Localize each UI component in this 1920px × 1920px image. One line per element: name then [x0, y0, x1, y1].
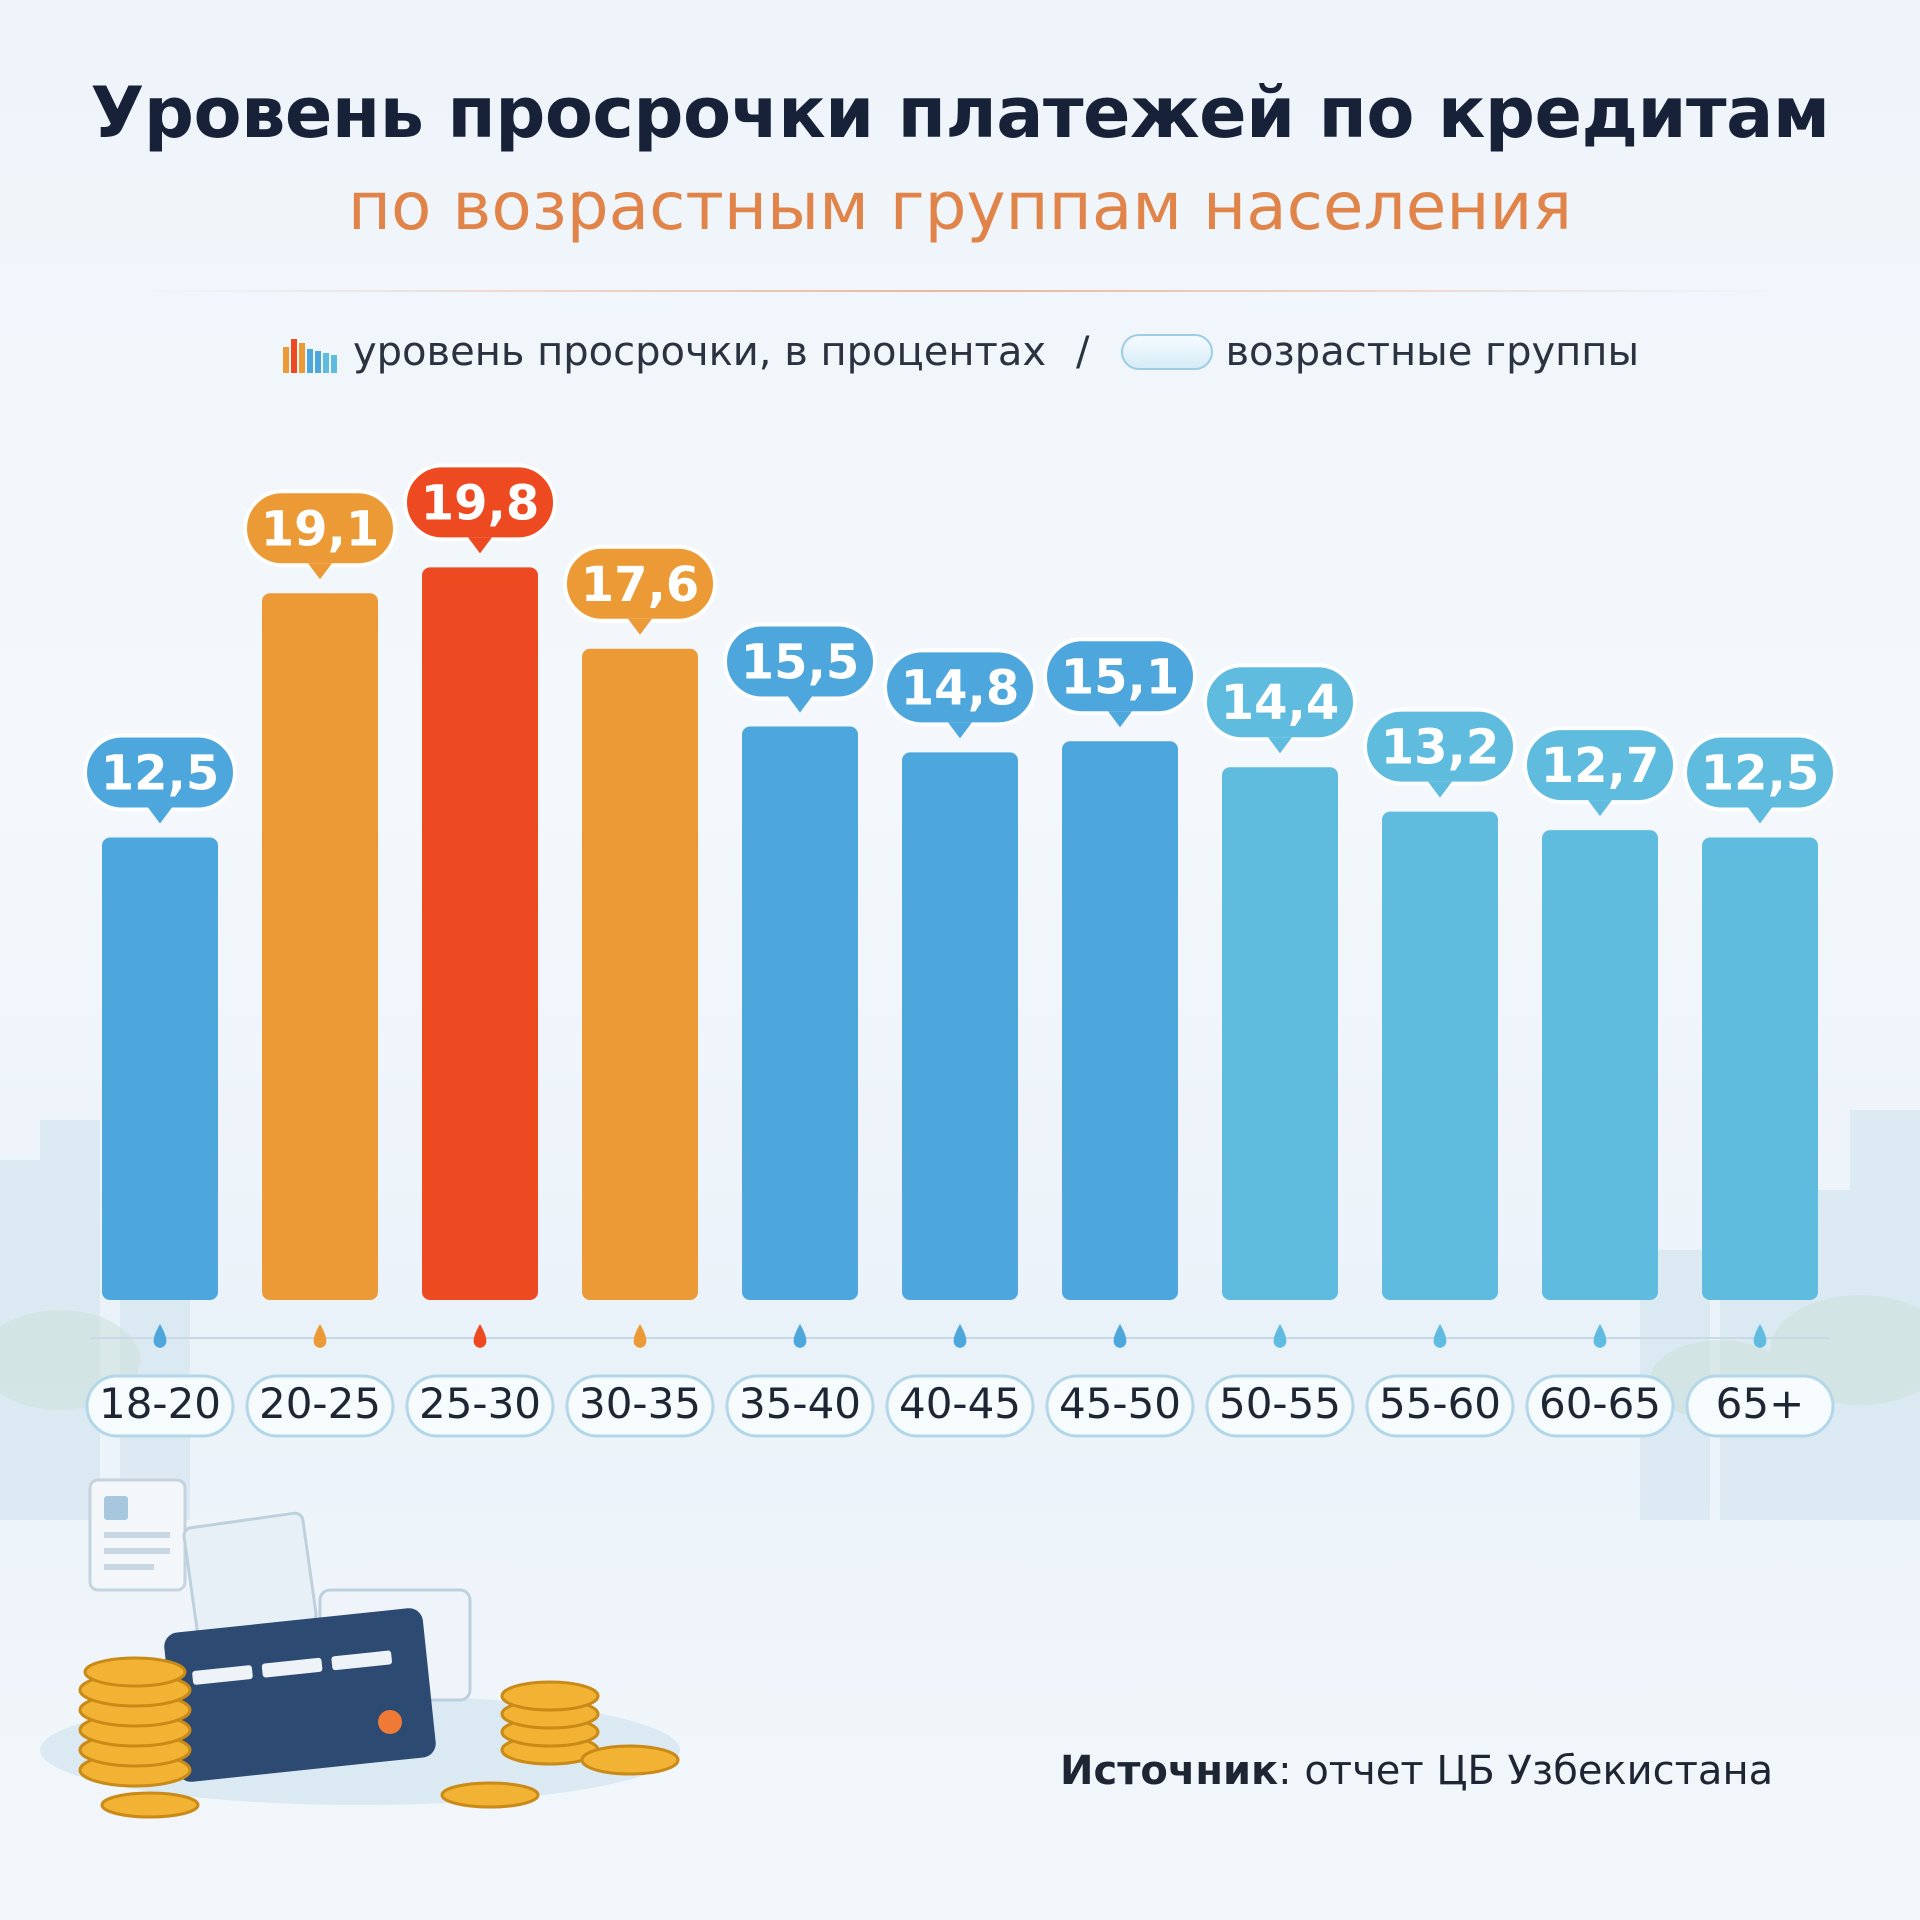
value-label: 15,5	[741, 635, 859, 691]
bar-50-55	[1222, 767, 1338, 1300]
bar-20-25	[262, 593, 378, 1300]
value-bubble-tail	[1428, 781, 1452, 798]
category-pill	[1205, 1374, 1355, 1438]
drop-marker	[1273, 1324, 1287, 1348]
category-label: 30-35	[579, 1379, 701, 1428]
drop-marker	[953, 1324, 967, 1348]
category-label: 40-45	[899, 1379, 1021, 1428]
category-pill	[405, 1374, 555, 1438]
bar-55-60	[1382, 811, 1498, 1300]
bar-chart: 12,5 18-20 19,1 20-25 19,8 25-30 17,6 30-35 15,5…	[83, 463, 1837, 1438]
drop-marker	[1593, 1324, 1607, 1348]
value-label: 17,6	[581, 557, 699, 613]
bar-25-30	[422, 567, 538, 1300]
value-label: 13,2	[1381, 720, 1499, 776]
category-label: 55-60	[1379, 1379, 1501, 1428]
drop-marker	[153, 1324, 167, 1348]
value-label: 19,1	[261, 501, 379, 557]
coins-icon	[78, 1656, 680, 1819]
category-label: 65+	[1716, 1379, 1805, 1428]
value-bubble-tail	[308, 563, 332, 580]
bar-65+	[1702, 837, 1818, 1300]
category-label: 50-55	[1219, 1379, 1341, 1428]
category-label: 25-30	[419, 1379, 541, 1428]
category-label: 20-25	[259, 1379, 381, 1428]
bar-45-50	[1062, 741, 1178, 1300]
value-bubble-tail	[468, 537, 492, 554]
value-bubble-tail	[1108, 711, 1132, 728]
category-pill	[1525, 1374, 1675, 1438]
document-icon	[88, 1478, 187, 1592]
category-pill	[85, 1374, 235, 1438]
drop-marker	[793, 1324, 807, 1348]
value-label: 12,5	[1701, 746, 1819, 802]
bar-40-45	[902, 752, 1018, 1300]
value-bubble-tail	[628, 618, 652, 635]
source-text: : отчет ЦБ Узбекистана	[1278, 1748, 1774, 1794]
value-bubble-tail	[948, 722, 972, 739]
drop-marker	[473, 1324, 487, 1348]
category-pill	[725, 1374, 875, 1438]
credit-card-icon	[164, 1608, 436, 1782]
value-bubble-tail	[148, 807, 172, 824]
document-icon	[182, 1511, 318, 1639]
value-bubble-tail	[1268, 737, 1292, 754]
value-bubble-tail	[788, 696, 812, 713]
bar-60-65	[1542, 830, 1658, 1300]
legend: уровень просрочки, в процентах / возраст…	[0, 322, 1920, 382]
bar-30-35	[582, 648, 698, 1300]
value-label: 19,8	[421, 475, 539, 531]
value-label: 15,1	[1061, 649, 1179, 705]
legend-bars-label: уровень просрочки, в процентах	[352, 329, 1046, 375]
source-note: Источник: отчет ЦБ Узбекистана	[1060, 1748, 1773, 1794]
page-title: Уровень просрочки платежей по кредитам	[90, 72, 1830, 154]
bar-35-40	[742, 726, 858, 1300]
drop-marker	[313, 1324, 327, 1348]
page-subtitle: по возрастным группам населения	[347, 168, 1573, 245]
value-bubble-tail	[1748, 807, 1772, 824]
category-pill	[1365, 1374, 1515, 1438]
bar-18-20	[102, 837, 218, 1300]
finance-illustration	[40, 1478, 680, 1819]
category-pill	[1045, 1374, 1195, 1438]
category-pill	[885, 1374, 1035, 1438]
category-label: 45-50	[1059, 1379, 1181, 1428]
bar-chart-icon	[282, 339, 337, 373]
value-label: 14,4	[1221, 675, 1339, 731]
drop-marker	[1433, 1324, 1447, 1348]
pill-icon	[1121, 334, 1214, 370]
legend-separator: /	[1076, 329, 1090, 375]
value-label: 14,8	[901, 660, 1019, 716]
source-label: Источник	[1060, 1748, 1279, 1794]
legend-groups-label: возрастные группы	[1225, 329, 1640, 375]
category-pill	[1685, 1374, 1835, 1438]
title-divider	[150, 290, 1770, 292]
drop-marker	[1753, 1324, 1767, 1348]
value-label: 12,7	[1541, 738, 1659, 794]
value-bubble-tail	[1588, 800, 1612, 817]
category-pill	[565, 1374, 715, 1438]
category-label: 60-65	[1539, 1379, 1661, 1428]
category-label: 18-20	[99, 1379, 221, 1428]
drop-marker	[1113, 1324, 1127, 1348]
category-label: 35-40	[739, 1379, 861, 1428]
value-label: 12,5	[101, 746, 219, 802]
drop-marker	[633, 1324, 647, 1348]
category-pill	[245, 1374, 395, 1438]
